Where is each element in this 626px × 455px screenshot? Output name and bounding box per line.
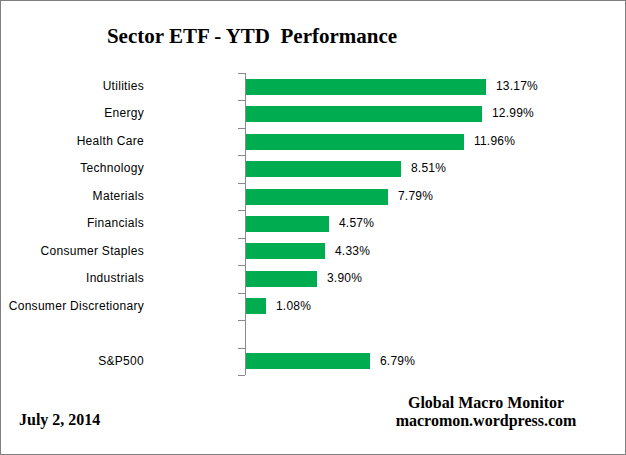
value-label: 7.79%: [398, 183, 433, 210]
value-label: 4.57%: [339, 210, 374, 237]
axis-tick-mark: [238, 128, 245, 129]
axis-tick-mark: [238, 210, 245, 211]
category-label: S&P500: [1, 348, 144, 375]
bar: [246, 106, 482, 122]
bar: [246, 79, 486, 95]
value-label: 4.33%: [335, 238, 370, 265]
bar: [246, 243, 325, 259]
footer-source: Global Macro Monitor macromon.wordpress.…: [376, 394, 596, 430]
footer-date: July 2, 2014: [19, 411, 100, 429]
footer-source-url: macromon.wordpress.com: [376, 412, 596, 430]
footer-source-name: Global Macro Monitor: [376, 394, 596, 412]
chart-frame: Sector ETF - YTD Performance Utilities13…: [0, 0, 626, 455]
value-label: 6.79%: [380, 348, 415, 375]
axis-tick-mark: [238, 238, 245, 239]
value-label: 1.08%: [276, 293, 311, 320]
value-label: 3.90%: [327, 265, 362, 292]
bar: [246, 353, 370, 369]
axis-tick-mark: [238, 155, 245, 156]
value-label: 12.99%: [492, 100, 534, 127]
axis-tick-mark: [238, 265, 245, 266]
axis-tick-mark: [238, 73, 245, 74]
axis-tick-mark: [238, 293, 245, 294]
value-label: 13.17%: [496, 73, 538, 100]
bar: [246, 161, 401, 177]
bar: [246, 189, 388, 205]
bar: [246, 271, 317, 287]
axis-tick-mark: [238, 100, 245, 101]
category-label: Utilities: [1, 73, 144, 100]
category-label: Consumer Discretionary: [1, 293, 144, 320]
value-label: 11.96%: [474, 128, 515, 155]
axis-tick-mark: [238, 375, 245, 376]
category-label: Technology: [1, 155, 144, 182]
bar: [246, 298, 266, 314]
axis-tick-mark: [238, 183, 245, 184]
axis-tick-mark: [238, 320, 245, 321]
category-label: Health Care: [1, 128, 144, 155]
category-label: Financials: [1, 210, 144, 237]
category-label: Industrials: [1, 265, 144, 292]
value-label: 8.51%: [411, 155, 446, 182]
bar: [246, 134, 464, 150]
category-label: Materials: [1, 183, 144, 210]
bar: [246, 216, 329, 232]
category-label: Consumer Staples: [1, 238, 144, 265]
bar-chart-plot-area: Utilities 13.17% Energy 12.99% Health Care 11…: [1, 1, 626, 455]
category-label: Energy: [1, 100, 144, 127]
axis-tick-mark: [238, 348, 245, 349]
